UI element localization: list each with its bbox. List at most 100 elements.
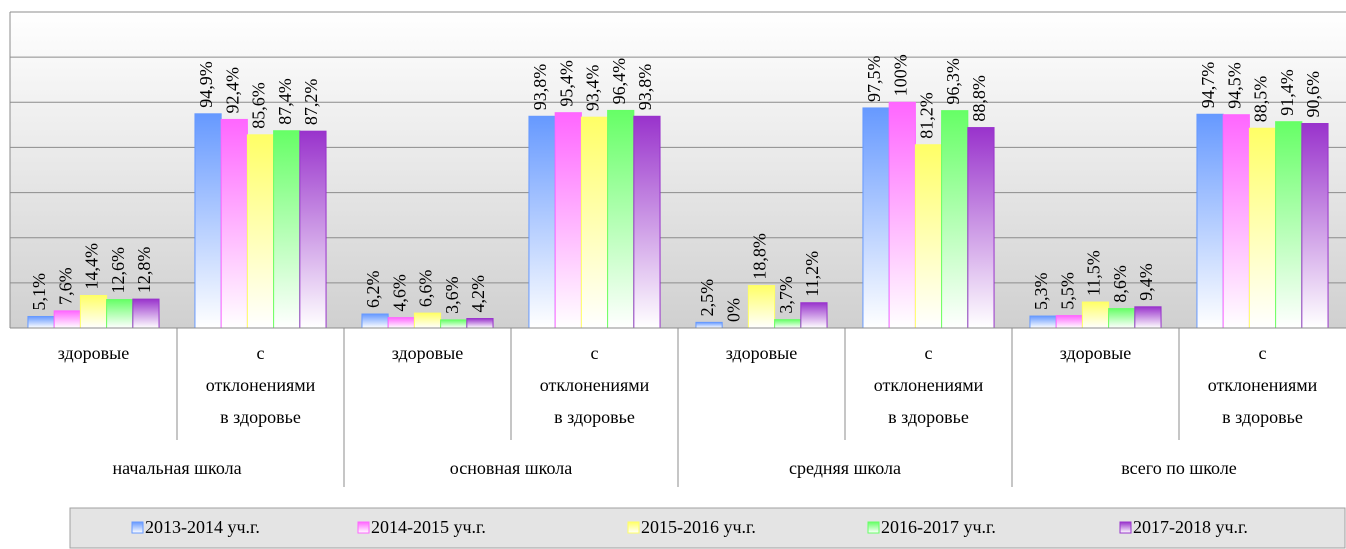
data-label: 87,4% [275, 78, 295, 125]
data-label: 95,4% [556, 60, 576, 107]
bar [273, 130, 301, 329]
legend-label: 2016-2017 уч.г. [881, 517, 996, 537]
data-label: 8,6% [1110, 265, 1130, 303]
bar [774, 319, 802, 329]
data-label: 85,6% [249, 82, 269, 129]
bar [607, 109, 635, 329]
legend-swatch [627, 521, 640, 534]
legend-swatch [357, 521, 370, 534]
bar [633, 115, 661, 329]
bar [967, 127, 995, 329]
data-label: 18,8% [750, 233, 770, 280]
data-label: 90,6% [1303, 71, 1323, 118]
bar [554, 112, 582, 329]
bar [695, 321, 723, 329]
bar [1196, 113, 1224, 329]
data-label: 5,5% [1057, 272, 1077, 310]
bar [246, 134, 275, 329]
data-label: 0% [723, 298, 743, 322]
data-label: 3,7% [776, 276, 796, 314]
bar [1275, 121, 1303, 329]
data-label: 96,3% [943, 58, 963, 105]
bar [466, 318, 494, 329]
bar [1301, 123, 1329, 329]
data-label: 97,5% [864, 55, 884, 102]
group-label: основная школа [450, 458, 572, 478]
bar [440, 319, 468, 329]
x-tick-label: с [1259, 343, 1267, 363]
x-tick-label: в здоровье [1222, 407, 1303, 427]
data-label: 4,2% [468, 275, 488, 313]
legend-label: 2013-2014 уч.г. [145, 517, 260, 537]
data-label: 7,6% [55, 267, 75, 305]
bar [299, 130, 327, 329]
data-label: 94,9% [196, 61, 216, 108]
legend-swatch [867, 521, 880, 534]
x-tick-label: в здоровье [888, 407, 969, 427]
group-label: всего по школе [1121, 458, 1237, 478]
x-tick-label: отклонениями [874, 375, 984, 395]
x-tick-label: с [925, 343, 933, 363]
bar [914, 144, 943, 329]
bar [194, 113, 222, 329]
data-label: 12,6% [108, 247, 128, 294]
legend-label: 2015-2016 уч.г. [641, 517, 756, 537]
bar [862, 107, 890, 329]
x-tick-label: с [257, 343, 265, 363]
data-label: 88,8% [969, 75, 989, 122]
data-label: 14,4% [82, 243, 102, 290]
bar [800, 302, 828, 329]
x-tick-label: отклонениями [206, 375, 316, 395]
data-label: 92,4% [222, 67, 242, 114]
x-tick-label: в здоровье [554, 407, 635, 427]
x-tick-label: с [591, 343, 599, 363]
x-tick-label: здоровые [392, 343, 464, 363]
x-tick-label: здоровые [726, 343, 798, 363]
data-label: 81,2% [917, 92, 937, 139]
data-label: 96,4% [609, 58, 629, 105]
bar [413, 312, 442, 329]
bar [747, 285, 776, 329]
bar [528, 115, 556, 329]
data-label: 2,5% [697, 279, 717, 317]
data-label: 88,5% [1251, 76, 1271, 123]
data-label: 4,6% [389, 274, 409, 312]
data-label: 9,4% [1136, 263, 1156, 301]
bar [79, 294, 108, 329]
legend-box [69, 507, 1346, 549]
bar [53, 310, 81, 329]
bar [132, 298, 160, 329]
data-label: 93,4% [583, 65, 603, 112]
data-label: 6,2% [363, 271, 383, 309]
bar [580, 116, 609, 329]
bar [1248, 127, 1277, 329]
data-label: 12,8% [134, 247, 154, 294]
data-label: 91,4% [1277, 69, 1297, 116]
data-label: 100% [890, 54, 910, 96]
x-tick-label: здоровые [58, 343, 130, 363]
group-label: средняя школа [789, 458, 901, 478]
bar [106, 299, 134, 329]
data-label: 5,3% [1031, 273, 1051, 311]
data-label: 5,1% [29, 273, 49, 311]
legend-label: 2017-2018 уч.г. [1133, 517, 1248, 537]
x-tick-label: здоровые [1060, 343, 1132, 363]
group-label: начальная школа [112, 458, 241, 478]
data-label: 93,8% [530, 64, 550, 111]
legend-swatch [131, 521, 144, 534]
bar [941, 110, 969, 329]
bar [1222, 114, 1250, 329]
x-tick-label: отклонениями [1208, 375, 1318, 395]
bar [387, 317, 415, 329]
data-label: 3,6% [442, 276, 462, 314]
bar [888, 101, 916, 329]
legend-swatch [1119, 521, 1132, 534]
bar [27, 315, 55, 329]
bar [1134, 306, 1162, 329]
data-label: 11,2% [802, 251, 822, 297]
bar [1081, 301, 1110, 329]
data-label: 93,8% [635, 64, 655, 111]
data-label: 11,5% [1084, 250, 1104, 296]
bar [1108, 308, 1136, 329]
